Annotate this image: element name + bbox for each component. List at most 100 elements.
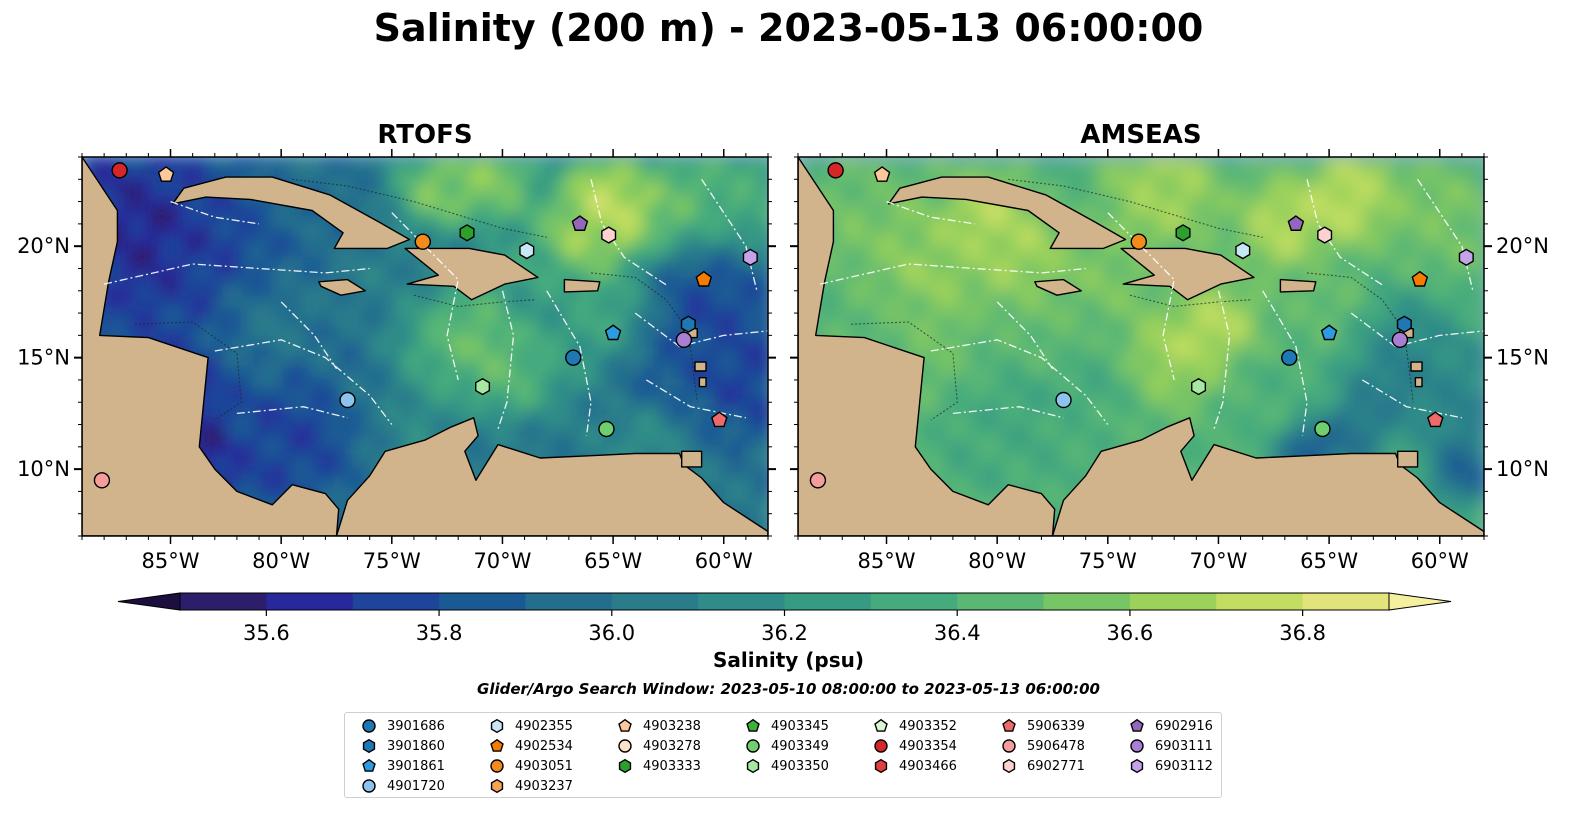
colorbar-bin <box>266 593 354 610</box>
landmass <box>82 157 768 536</box>
legend-label: 3901686 <box>387 718 445 734</box>
legend-label: 4902534 <box>515 738 573 754</box>
colorbar-bin <box>957 593 1045 610</box>
circle-marker-icon <box>1002 739 1016 753</box>
hexagon-marker-icon <box>362 738 376 754</box>
float-marker-4903333 <box>459 224 475 242</box>
lat-tick-label: 15°N <box>17 346 70 370</box>
circle-marker-icon <box>746 739 760 753</box>
lat-tick-label: 10°N <box>1496 457 1549 481</box>
legend-item-6903111: 6903111 <box>1127 736 1213 756</box>
legend-item-4903278: 4903278 <box>615 736 701 756</box>
colorbar: 35.6 35.8 36.0 36.2 36.4 36.6 36.8 <box>117 592 1452 645</box>
panel-title-amseas: AMSEAS <box>1080 120 1202 150</box>
colorbar-bin <box>1216 593 1304 610</box>
colorbar-tick-label: 36.6 <box>1107 621 1154 645</box>
float-marker-3901861 <box>604 324 622 341</box>
float-marker-4902534 <box>1411 270 1429 287</box>
map-panel-amseas <box>798 157 1484 536</box>
colorbar-tick-label: 36.4 <box>934 621 981 645</box>
hexagon-marker-icon <box>1130 758 1144 774</box>
float-marker-4903349 <box>598 420 615 438</box>
depth-contours <box>851 178 1414 421</box>
lon-tick-label: 75°W <box>1079 549 1137 573</box>
legend-item-4901720: 4901720 <box>359 776 445 796</box>
legend-label: 4903051 <box>515 758 573 774</box>
legend-item-6902916: 6902916 <box>1127 716 1213 736</box>
legend-label: 4903345 <box>771 718 829 734</box>
float-marker-6902916 <box>571 215 589 231</box>
float-marker-6903111 <box>675 331 693 349</box>
legend-item-6903112: 6903112 <box>1127 756 1213 776</box>
lon-tick-label: 60°W <box>695 549 753 573</box>
legend-item-5906339: 5906339 <box>999 716 1085 736</box>
legend-item-3901861: 3901861 <box>359 756 445 776</box>
colorbar-bin <box>1129 593 1217 610</box>
float-marker-3901861 <box>1320 324 1338 341</box>
legend-label: 4903352 <box>899 718 957 734</box>
float-marker-4901720 <box>339 391 356 409</box>
hexagon-marker-icon <box>746 758 760 774</box>
lon-tick-label: 70°W <box>473 549 531 573</box>
lon-tick-label: 60°W <box>1411 549 1469 573</box>
float-marker-6903112 <box>742 248 758 267</box>
float-marker-4902355 <box>1235 241 1251 260</box>
float-marker-4903349 <box>1314 420 1331 438</box>
legend-item-4903051: 4903051 <box>487 756 573 776</box>
colorbar-over-arrow <box>1388 592 1452 611</box>
search-window-text: Glider/Argo Search Window: 2023-05-10 08… <box>477 680 1100 698</box>
hexagon-marker-icon <box>874 758 888 774</box>
colorbar-bin <box>525 593 613 610</box>
float-marker-5906339 <box>711 411 728 428</box>
legend-label: 3901860 <box>387 738 445 754</box>
colorbar-bin <box>698 593 786 610</box>
legend-item-4903345: 4903345 <box>743 716 829 736</box>
float-marker-4902355 <box>519 241 535 260</box>
legend-label: 4901720 <box>387 778 445 794</box>
lat-tick-label: 15°N <box>1496 346 1549 370</box>
float-marker-4902534 <box>695 270 713 287</box>
pentagon-marker-icon <box>1002 718 1016 732</box>
legend-item-4902355: 4902355 <box>487 716 573 736</box>
float-markers <box>93 162 758 489</box>
float-marker-4903051 <box>1130 233 1147 250</box>
colorbar-tick-label: 36.2 <box>761 621 808 645</box>
float-marker-6902916 <box>1287 215 1305 231</box>
legend-label: 5906339 <box>1027 718 1085 734</box>
float-marker-3901686 <box>1281 349 1298 366</box>
colorbar-bin <box>1043 593 1131 610</box>
legend-item-6902771: 6902771 <box>999 756 1085 776</box>
circle-marker-icon <box>1130 739 1144 753</box>
lat-tick-label: 20°N <box>1496 234 1549 258</box>
legend-item-4903350: 4903350 <box>743 756 829 776</box>
legend-label: 4902355 <box>515 718 573 734</box>
circle-marker-icon <box>362 719 376 733</box>
lon-tick-label: 85°W <box>142 549 200 573</box>
legend-label: 4903278 <box>643 738 701 754</box>
legend-label: 4903354 <box>899 738 957 754</box>
legend-item-4903466: 4903466 <box>871 756 957 776</box>
lon-tick-label: 80°W <box>252 549 310 573</box>
lon-tick-label: 85°W <box>858 549 916 573</box>
pentagon-marker-icon <box>874 718 888 732</box>
lon-tick-label: 75°W <box>363 549 421 573</box>
lat-tick-label: 10°N <box>17 457 70 481</box>
circle-marker-icon <box>874 739 888 753</box>
pentagon-marker-icon <box>746 718 760 732</box>
colorbar-tick-label: 35.8 <box>416 621 463 645</box>
circle-marker-icon <box>490 759 504 773</box>
colorbar-bin <box>1302 593 1390 610</box>
colorbar-bin <box>352 593 440 610</box>
float-marker-4903354 <box>111 162 128 179</box>
map-frame-rtofs <box>81 156 769 537</box>
figure-title: Salinity (200 m) - 2023-05-13 06:00:00 <box>373 6 1204 50</box>
lon-tick-label: 65°W <box>584 549 642 573</box>
legend-label: 4903238 <box>643 718 701 734</box>
legend-label: 4903350 <box>771 758 829 774</box>
legend-label: 4903349 <box>771 738 829 754</box>
float-marker-4903354 <box>827 162 844 179</box>
lat-tick-label: 20°N <box>17 234 70 258</box>
colorbar-bin <box>870 593 958 610</box>
eez-boundaries <box>103 178 768 436</box>
pentagon-marker-icon <box>490 738 504 752</box>
